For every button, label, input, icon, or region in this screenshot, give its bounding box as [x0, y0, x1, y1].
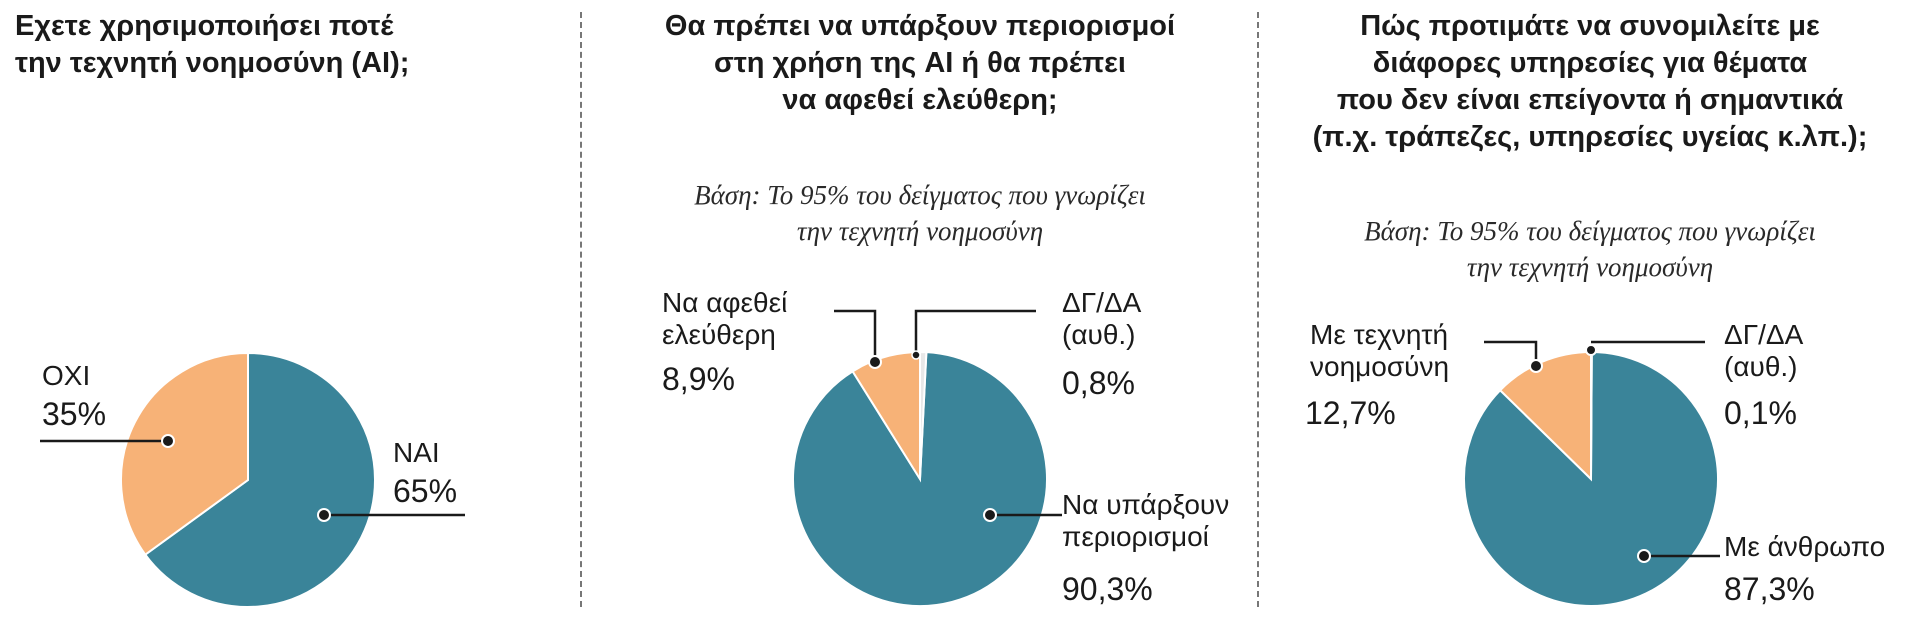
leader-line — [1484, 340, 1538, 366]
pie-slice — [851, 350, 921, 483]
slice-value-label: 0,8% — [1062, 365, 1135, 401]
slice-label: Να υπάρξουν περιορισμοί — [1062, 489, 1237, 552]
leader-line — [834, 309, 877, 362]
pie-chart: Με τεχνητή νοημοσύνη 12,7% ΔΓ/ΔΑ (αυθ.) … — [1305, 319, 1885, 607]
slice-value-label: 0,1% — [1724, 395, 1797, 431]
chart-panel-service-preference: Πώς προτιμάτε να συνομιλείτε με διάφορες… — [1260, 0, 1920, 621]
slice-value-label: 90,3% — [1062, 571, 1153, 607]
divider-2 — [1257, 12, 1259, 607]
leader-dot — [1585, 344, 1597, 356]
slice-value-label: 87,3% — [1724, 571, 1815, 607]
leader-dot — [983, 508, 997, 522]
chart-title: Θα πρέπει να υπάρξουν περιορισμοί στη χρ… — [664, 10, 1176, 116]
slice-value-label: 35% — [42, 396, 106, 432]
chart-panel-ai-restrictions: Θα πρέπει να υπάρξουν περιορισμοί στη χρ… — [580, 0, 1260, 621]
pie-chart: Να αφεθεί ελεύθερη 8,9% ΔΓ/ΔΑ (αυθ.) 0,8… — [662, 287, 1237, 607]
leader-dot — [1529, 359, 1543, 373]
divider-1 — [580, 12, 582, 607]
slice-value-label: 12,7% — [1305, 395, 1396, 431]
pie-chart: ΝΑΙ 65% ΟΧΙ 35% — [40, 351, 465, 608]
leader-dot — [317, 508, 331, 522]
slice-label: ΔΓ/ΔΑ (αυθ.) — [1062, 287, 1148, 350]
slice-label: ΔΓ/ΔΑ (αυθ.) — [1724, 319, 1810, 382]
slice-label: ΝΑΙ — [393, 437, 440, 468]
chart-subtitle: Βάση: Το 95% του δείγματος που γνωρίζει … — [694, 180, 1146, 246]
leader-line — [914, 309, 1036, 355]
pie-slice — [143, 351, 376, 608]
leader-dot — [911, 350, 921, 360]
slice-value-label: 65% — [393, 473, 457, 509]
slice-label: Να αφεθεί ελεύθερη — [662, 287, 795, 350]
slice-label: Με τεχνητή νοημοσύνη — [1310, 319, 1456, 382]
chart-panel-ai-usage: Εχετε χρησιμοποιήσει ποτέ την τεχνητή νο… — [0, 0, 580, 621]
chart-subtitle: Βάση: Το 95% του δείγματος που γνωρίζει … — [1364, 216, 1816, 282]
pie-slice — [120, 351, 249, 557]
leader-dot — [868, 355, 882, 369]
slice-label: Με άνθρωπο — [1724, 531, 1885, 562]
leader-dot — [161, 434, 175, 448]
chart-title: Εχετε χρησιμοποιήσει ποτέ την τεχνητή νο… — [15, 10, 410, 79]
leader-dot — [1637, 549, 1651, 563]
slice-label: ΟΧΙ — [42, 360, 90, 391]
chart-title: Πώς προτιμάτε να συνομιλείτε με διάφορες… — [1312, 10, 1868, 153]
slice-value-label: 8,9% — [662, 361, 735, 397]
